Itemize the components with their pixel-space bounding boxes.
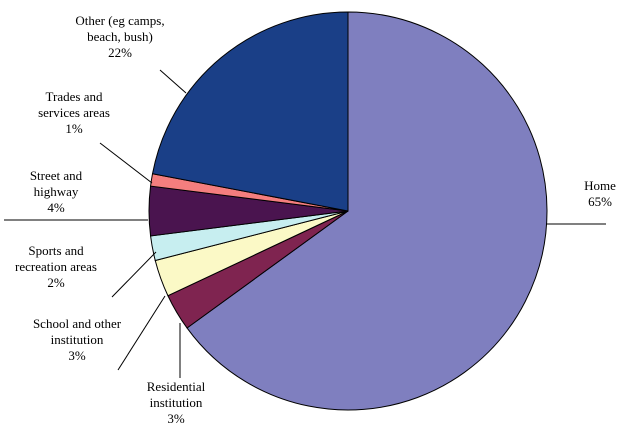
slice-value-label: 22% [108,45,132,60]
slice-name-line: beach, bush) [87,29,153,44]
slice-name-line: Other (eg camps, [75,13,164,28]
slices-layer [148,11,548,411]
slice-name-line: Residential [147,379,206,394]
slice-value-label: 3% [167,411,185,426]
slice-value-label: 65% [588,194,612,209]
slice-name-line: Sports and [28,243,84,258]
slice-name-line: highway [34,184,79,199]
leader-line-trades-and-services-areas [99,142,153,184]
slice-value-label: 2% [47,275,65,290]
slice-label-other-eg-camps-beach-bush: Other (eg camps, beach, bush) 22% [75,13,164,60]
leader-line-other-eg-camps-beach-bush [159,69,187,94]
slice-name-line: recreation areas [15,259,97,274]
leader-line-sports-and-recreation-areas [111,251,157,298]
slice-label-sports-and-recreation-areas: Sports and recreation areas 2% [15,243,97,290]
slice-name-line: Home [584,178,616,193]
slice-name-line: School and other [33,316,122,331]
pie-slice-other-eg-camps-beach-bush [151,11,349,212]
slice-label-residential-institution: Residential institution 3% [147,379,206,426]
slice-value-label: 3% [68,348,86,363]
leader-lines-layer [4,69,606,378]
slice-name-line: institution [51,332,104,347]
leader-line-school-and-other-institution [117,295,166,371]
slice-value-label: 4% [47,200,65,215]
slice-name-line: services areas [38,105,110,120]
slice-name-line: institution [150,395,203,410]
slice-name-line: Trades and [46,89,103,104]
slice-label-school-and-other-institution: School and other institution 3% [33,316,122,363]
slice-label-home: Home 65% [584,178,616,209]
slice-name-line: Street and [30,168,83,183]
pie-slice-home [186,11,548,411]
labels-layer: Home 65%Residential institution 3%School an… [15,13,616,426]
slice-label-trades-and-services-areas: Trades and services areas 1% [38,89,110,136]
slice-value-label: 1% [65,121,83,136]
slice-label-street-and-highway: Street and highway 4% [30,168,83,215]
